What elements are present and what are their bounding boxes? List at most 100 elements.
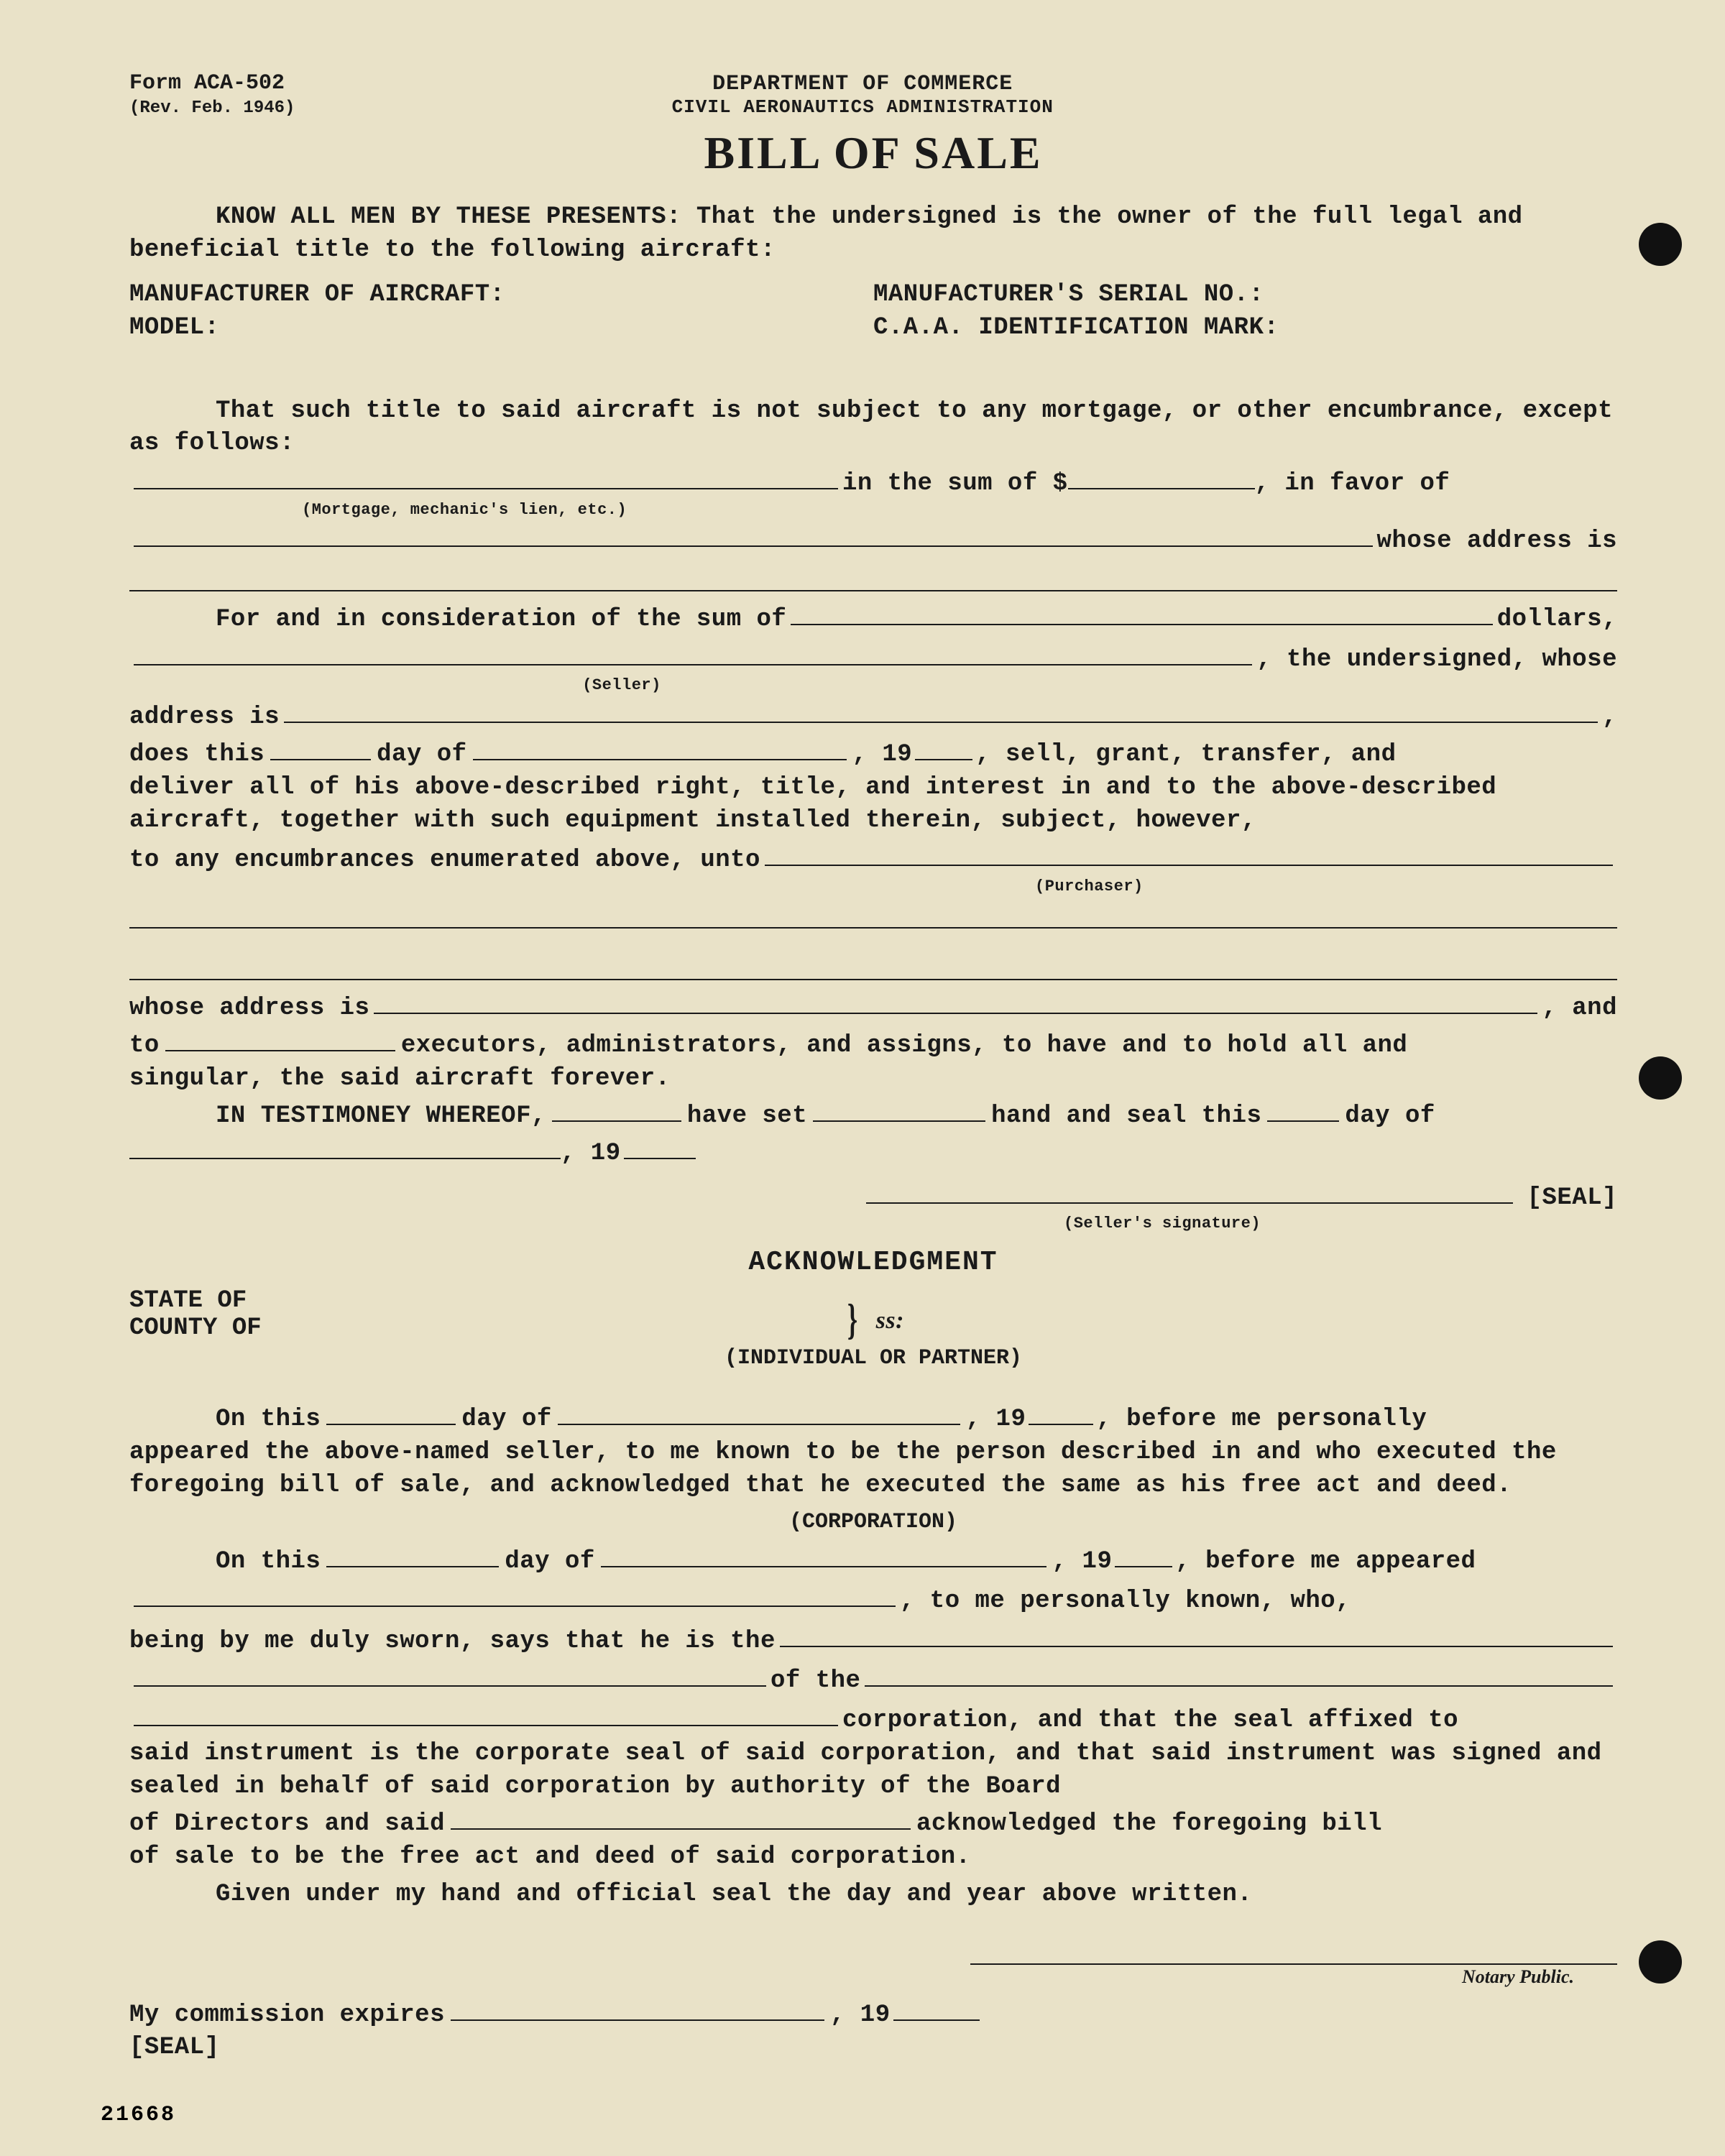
blank-corp-name[interactable]: [865, 1659, 1613, 1687]
blank-director[interactable]: [451, 1804, 911, 1830]
blank-ack-day[interactable]: [326, 1399, 456, 1425]
seller-address-line: address is ,: [129, 694, 1617, 734]
whose-address-is: whose address is: [1377, 525, 1617, 558]
corp-day-of: day of: [505, 1546, 594, 1579]
corp-seal-line1: corporation, and that the seal affixed t…: [129, 1698, 1617, 1738]
blank-corp-title2[interactable]: [134, 1659, 766, 1687]
model-label: MODEL:: [129, 312, 873, 345]
page-title: BILL OF SALE: [129, 126, 1617, 180]
does-this: does this: [129, 739, 264, 772]
state-county-row: STATE OF COUNTY OF } ss:: [129, 1285, 1617, 1343]
corp-on-this: On this: [129, 1546, 321, 1579]
blank-purchaser-line3[interactable]: [129, 950, 1617, 980]
purchaser-hint: (Purchaser): [129, 877, 1617, 895]
on-this: On this: [129, 1404, 321, 1437]
blank-purchaser-line2[interactable]: [129, 898, 1617, 929]
testimony-prefix: IN TESTIMONEY WHEREOF,: [129, 1100, 546, 1133]
commission-year-prefix: , 19: [830, 1999, 891, 2032]
seller-line: , the undersigned, whose: [129, 637, 1617, 676]
corp-sworn-line: being by me duly sworn, says that he is …: [129, 1618, 1617, 1658]
blank-who[interactable]: [552, 1096, 681, 1122]
corp-of-line: of the: [129, 1659, 1617, 1698]
corp-heading: (CORPORATION): [129, 1510, 1617, 1534]
blank-seller-sig[interactable]: [866, 1178, 1513, 1204]
notary-block: Notary Public.: [970, 1962, 1617, 1988]
grant-text: deliver all of his above-described right…: [129, 772, 1617, 838]
undersigned: , the undersigned, whose: [1256, 644, 1617, 677]
grant-text-start: , sell, grant, transfer, and: [975, 739, 1396, 772]
blank-corp-name2[interactable]: [134, 1698, 838, 1726]
testimony-line: IN TESTIMONEY WHEREOF, have set hand and…: [129, 1096, 1617, 1133]
ack-heading: ACKNOWLEDGMENT: [129, 1247, 1617, 1278]
year-prefix: , 19: [852, 739, 913, 772]
consideration-line1: For and in consideration of the sum of d…: [129, 597, 1617, 637]
day-of: day of: [377, 739, 466, 772]
blank-seller[interactable]: [134, 637, 1252, 665]
blank-day[interactable]: [270, 734, 371, 760]
blank-address-line[interactable]: [129, 561, 1617, 591]
blank-mortgage[interactable]: [134, 461, 838, 489]
hand-seal: hand and seal this: [991, 1100, 1261, 1133]
corp-known: , to me personally known, who,: [900, 1585, 1351, 1618]
blank-corp-person[interactable]: [134, 1579, 896, 1607]
blank-seller-address[interactable]: [284, 694, 1598, 722]
blank-ack-year[interactable]: [1029, 1399, 1093, 1425]
indiv-partner: (INDIVIDUAL OR PARTNER): [129, 1346, 1617, 1370]
unto-text: to any encumbrances enumerated above, un…: [129, 844, 760, 877]
county-of: COUNTY OF: [129, 1314, 844, 1342]
blank-month[interactable]: [473, 734, 847, 760]
blank-corp-month[interactable]: [601, 1542, 1046, 1567]
blank-commission-year[interactable]: [893, 1995, 980, 2021]
seller-sig-hint: (Seller's signature): [129, 1215, 1617, 1233]
blank-whose[interactable]: [813, 1096, 985, 1122]
blank-notary-sig[interactable]: [970, 1962, 1617, 1965]
ss: ss:: [876, 1307, 904, 1334]
before-me-start: , before me personally: [1096, 1404, 1427, 1437]
ss-brace: } ss:: [844, 1285, 904, 1343]
notary-seal: [SEAL]: [129, 2032, 1617, 2065]
seller-sig-row: [SEAL]: [129, 1178, 1617, 1215]
blank-sum[interactable]: [1068, 464, 1255, 489]
form-number: ACA-502: [194, 71, 285, 96]
indiv-body: appeared the above-named seller, to me k…: [129, 1437, 1617, 1503]
address-is: address is: [129, 701, 280, 734]
blank-corp-year[interactable]: [1115, 1542, 1172, 1567]
blank-corp-title[interactable]: [780, 1618, 1613, 1646]
blank-consideration[interactable]: [791, 597, 1492, 625]
blank-commission-date[interactable]: [451, 1995, 824, 2021]
blank-corp-day[interactable]: [326, 1542, 499, 1567]
sum-prefix: in the sum of $: [842, 468, 1068, 501]
footer-number: 21668: [101, 2103, 176, 2127]
commission-label: My commission expires: [129, 1999, 445, 2032]
dollars: dollars,: [1497, 604, 1617, 637]
notary-label: Notary Public.: [970, 1966, 1617, 1988]
directors-text: of Directors and said: [129, 1808, 445, 1841]
corp-seal-body: said instrument is the corporate seal of…: [129, 1738, 1617, 1804]
blank-purchaser[interactable]: [765, 837, 1613, 865]
blank-year[interactable]: [915, 734, 972, 760]
blank-year2[interactable]: [624, 1133, 696, 1159]
and: , and: [1542, 992, 1617, 1026]
encumbrance-line2: whose address is: [129, 519, 1617, 558]
notary-sig-wrap: Notary Public.: [129, 1962, 1617, 1988]
mortgage-hint: (Mortgage, mechanic's lien, etc.): [129, 501, 1617, 519]
header-row: Form ACA-502 (Rev. Feb. 1946) DEPARTMENT…: [129, 72, 1617, 119]
blank-to[interactable]: [165, 1026, 395, 1051]
given-under: Given under my hand and official seal th…: [129, 1879, 1617, 1912]
seal-label: [SEAL]: [1527, 1182, 1617, 1215]
encumbrance-line1: in the sum of $ , in favor of: [129, 461, 1617, 500]
purchaser-address-line: whose address is , and: [129, 986, 1617, 1026]
testimony-date-line: , 19: [129, 1133, 1617, 1171]
preamble: KNOW ALL MEN BY THESE PRESENTS: That the…: [129, 201, 1617, 267]
blank-favoree[interactable]: [134, 519, 1373, 547]
seller-hint: (Seller): [129, 676, 1617, 694]
encumbrance-intro: That such title to said aircraft is not …: [129, 395, 1617, 461]
blank-purchaser-address[interactable]: [374, 986, 1537, 1014]
punch-hole: [1639, 1940, 1682, 1984]
form-id-block: Form ACA-502 (Rev. Feb. 1946): [129, 72, 295, 119]
blank-day2[interactable]: [1267, 1096, 1339, 1122]
blank-month2[interactable]: [129, 1133, 561, 1159]
blank-ack-month[interactable]: [558, 1399, 960, 1425]
have-set: have set: [687, 1100, 807, 1133]
dept-name: DEPARTMENT OF COMMERCE: [295, 72, 1430, 96]
